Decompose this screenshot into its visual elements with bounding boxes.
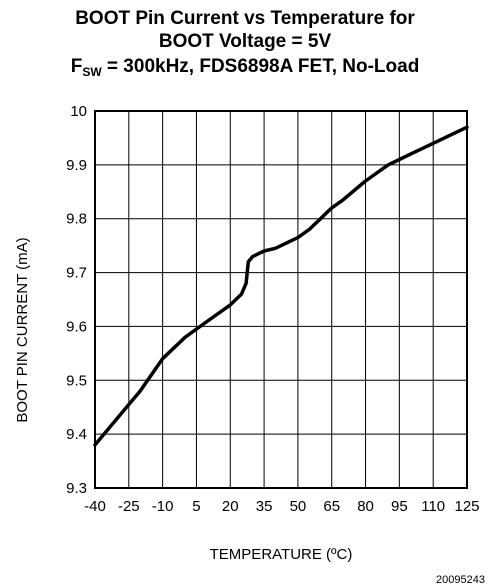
x-tick-label: 50 bbox=[290, 498, 307, 515]
title-conditions: = 300kHz, FDS6898A FET, No-Load bbox=[101, 56, 420, 77]
x-tick-label: 35 bbox=[256, 498, 273, 515]
x-tick-label: 65 bbox=[323, 498, 340, 515]
y-tick-label: 9.9 bbox=[66, 157, 87, 174]
x-tick-label: -25 bbox=[118, 498, 140, 515]
y-tick-label: 10 bbox=[70, 103, 87, 120]
curve-layer bbox=[93, 125, 469, 447]
x-tick-label: 95 bbox=[391, 498, 408, 515]
title-fsw-prefix: F bbox=[70, 56, 83, 77]
x-tick-label: -10 bbox=[152, 498, 174, 515]
x-tick-label: 20 bbox=[222, 498, 239, 515]
x-axis-label: TEMPERATURE (ºC) bbox=[210, 546, 353, 563]
x-tick-label: 5 bbox=[192, 498, 200, 515]
y-axis-label: BOOT PIN CURRENT (mA) bbox=[14, 237, 31, 422]
chart-title-line-3: FSW = 300kHz, FDS6898A FET, No-Load bbox=[0, 56, 490, 83]
title-fsw-subscript: SW bbox=[82, 65, 102, 79]
x-tick-labels: -40 -25 -10 5 20 35 50 65 80 95 110 125 bbox=[84, 498, 479, 515]
y-tick-label: 9.3 bbox=[66, 480, 87, 497]
grid bbox=[95, 111, 467, 488]
y-tick-labels: 10 9.9 9.8 9.7 9.6 9.5 9.4 9.3 bbox=[66, 103, 87, 497]
figure-id: 20095243 bbox=[436, 574, 485, 586]
y-tick-label: 9.4 bbox=[66, 426, 87, 443]
y-tick-label: 9.8 bbox=[66, 211, 87, 228]
chart-title-line-1: BOOT Pin Current vs Temperature for bbox=[75, 8, 415, 29]
series-line-boot-pin-current bbox=[93, 125, 469, 447]
x-tick-label: 110 bbox=[421, 498, 445, 515]
x-tick-label: 125 bbox=[454, 498, 479, 515]
y-tick-label: 9.6 bbox=[66, 318, 87, 335]
plot-frame bbox=[94, 110, 468, 489]
y-tick-label: 9.5 bbox=[66, 372, 87, 389]
y-tick-label: 9.7 bbox=[66, 265, 87, 282]
x-tick-label: -40 bbox=[84, 498, 106, 515]
x-tick-label: 80 bbox=[357, 498, 374, 515]
chart-title-line-2: BOOT Voltage = 5V bbox=[158, 31, 332, 52]
